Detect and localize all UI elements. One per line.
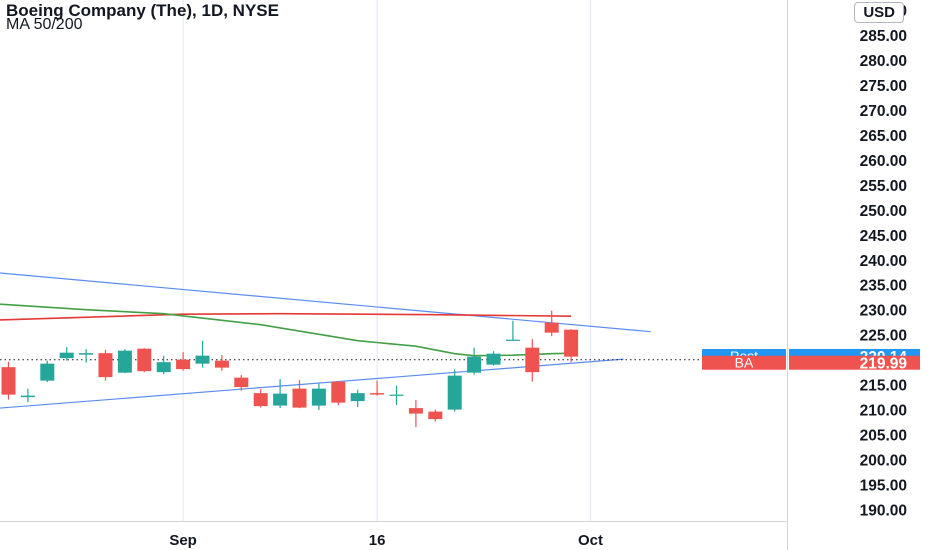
symbol-title: Boeing Company (The), 1D, NYSE: [6, 1, 279, 20]
trendline-0: [0, 272, 651, 333]
y-tick-240: 240.00: [860, 253, 907, 270]
candle-body-5: [98, 353, 113, 378]
last-badge-label: BA: [735, 355, 754, 371]
candle-body-0: [1, 367, 16, 395]
candle-body-4: [79, 353, 94, 355]
candle-body-17: [331, 381, 346, 403]
candle-body-10: [195, 355, 210, 364]
ma200-line: [0, 312, 572, 321]
candle-body-28: [544, 322, 559, 333]
x-tick-1: 16: [369, 532, 386, 549]
candle-body-15: [292, 388, 307, 408]
y-tick-285: 285.00: [860, 28, 907, 45]
y-tick-200: 200.00: [860, 453, 907, 470]
y-tick-205: 205.00: [860, 428, 907, 445]
y-tick-215: 215.00: [860, 378, 907, 395]
candle-body-7: [137, 348, 152, 372]
y-tick-265: 265.00: [860, 128, 907, 145]
candle-body-8: [156, 362, 171, 373]
y-tick-190: 190.00: [860, 503, 907, 520]
candle-body-11: [214, 360, 229, 368]
indicator-label[interactable]: MA 50/200: [6, 16, 83, 33]
y-tick-195: 195.00: [860, 478, 907, 495]
trendline-1: [0, 358, 624, 409]
candle-body-26: [505, 339, 520, 341]
y-tick-260: 260.00: [860, 153, 907, 170]
candle-body-21: [408, 408, 423, 414]
y-tick-245: 245.00: [860, 228, 907, 245]
y-tick-275: 275.00: [860, 78, 907, 95]
candle-body-27: [525, 347, 540, 373]
y-tick-270: 270.00: [860, 103, 907, 120]
y-tick-280: 280.00: [860, 53, 907, 70]
last-badge-label-bg: [702, 355, 786, 370]
y-tick-235: 235.00: [860, 278, 907, 295]
candle-body-13: [253, 393, 268, 407]
x-tick-0: Sep: [169, 532, 197, 549]
candle-body-6: [117, 350, 132, 373]
y-tick-255: 255.00: [860, 178, 907, 195]
y-tick-230: 230.00: [860, 303, 907, 320]
candle-body-12: [234, 377, 249, 388]
last-badge-value: 219.99: [860, 356, 908, 373]
candle-body-24: [467, 356, 482, 373]
candle-body-20: [389, 394, 404, 396]
ma50-line: [0, 303, 572, 357]
last-badge-value-bg: [789, 355, 920, 370]
candle-body-14: [273, 393, 288, 406]
candle-body-23: [447, 375, 462, 410]
candle-body-16: [311, 388, 326, 406]
candle-body-29: [564, 329, 579, 357]
candle-body-18: [350, 393, 365, 402]
candle-body-19: [370, 393, 385, 395]
candle-body-3: [59, 352, 74, 359]
candle-body-25: [486, 353, 501, 365]
candle-body-9: [176, 359, 191, 370]
candle-body-22: [428, 411, 443, 420]
y-tick-225: 225.00: [860, 328, 907, 345]
y-tick-250: 250.00: [860, 203, 907, 220]
candle-body-2: [40, 363, 55, 381]
x-tick-2: Oct: [578, 532, 603, 549]
y-tick-210: 210.00: [860, 403, 907, 420]
currency-button[interactable]: USD: [854, 2, 904, 23]
candle-body-1: [20, 395, 35, 398]
